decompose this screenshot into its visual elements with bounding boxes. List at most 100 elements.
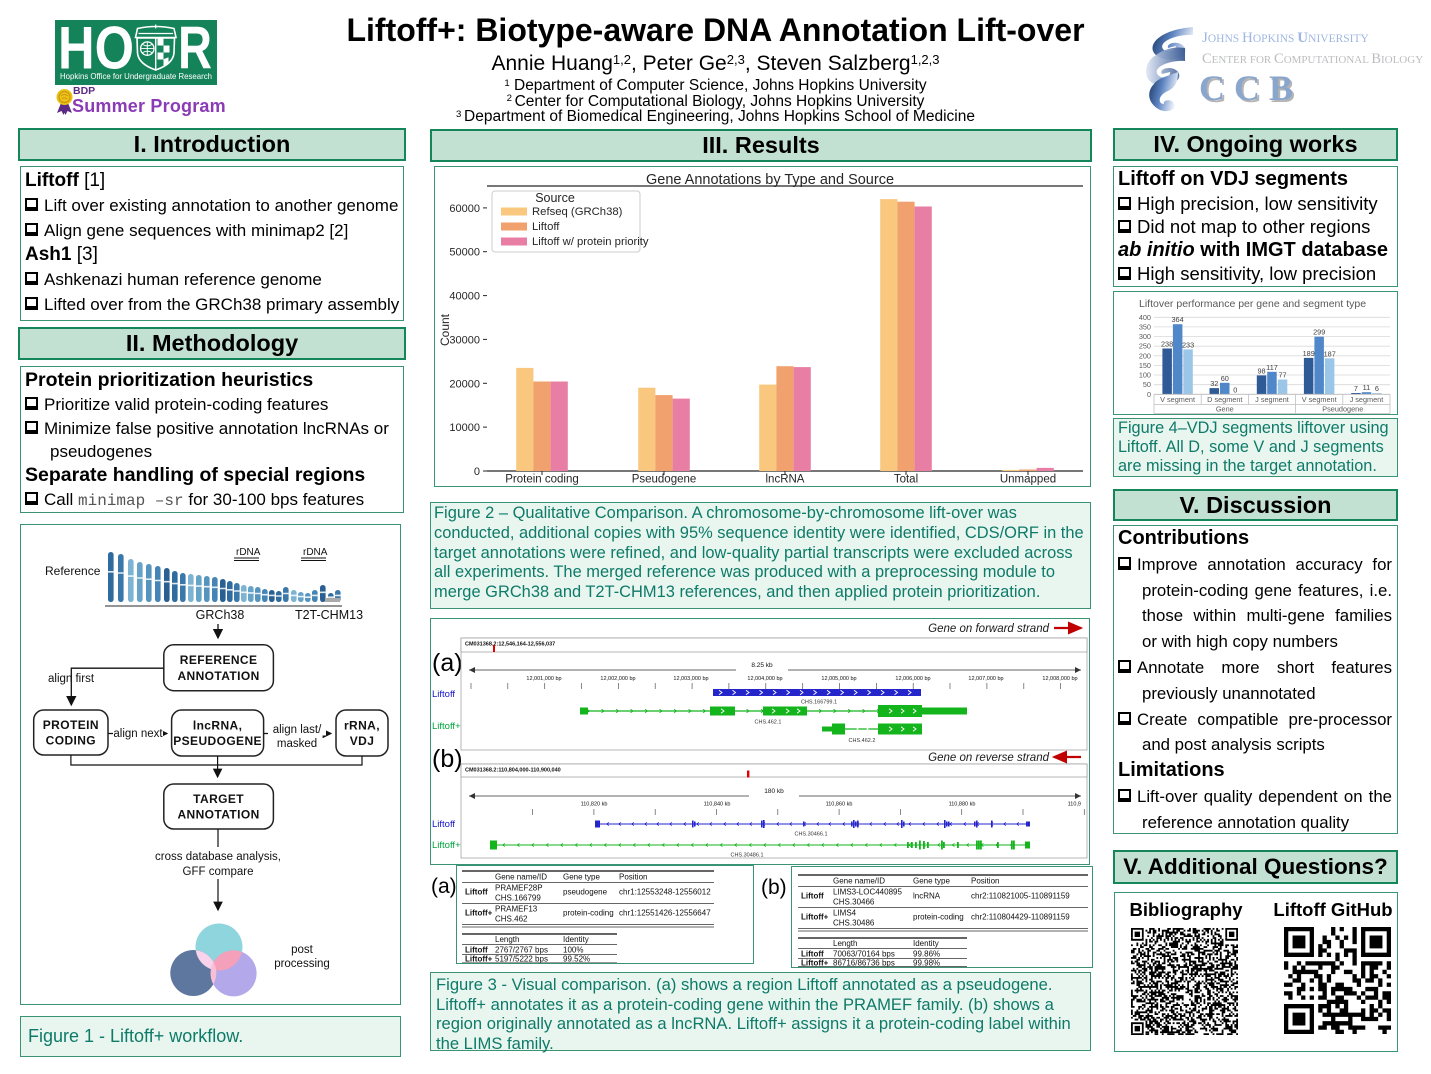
svg-text:CENTER FOR COMPUTATIONAL BIOLO: CENTER FOR COMPUTATIONAL BIOLOGY: [1202, 51, 1423, 67]
svg-text:60000: 60000: [449, 203, 480, 215]
svg-text:98: 98: [1257, 366, 1265, 375]
svg-text:VDJ: VDJ: [350, 734, 375, 748]
svg-text:Gene on forward strand: Gene on forward strand: [928, 623, 1049, 635]
svg-text:CHS.30466: CHS.30466: [833, 898, 875, 907]
svg-text:Unmapped: Unmapped: [1000, 474, 1056, 486]
svg-text:100%: 100%: [563, 946, 583, 955]
svg-text:CHS.462.1: CHS.462.1: [755, 720, 782, 726]
svg-text:pseudogene: pseudogene: [563, 888, 608, 897]
svg-text:Hopkins Office for Undergradua: Hopkins Office for Undergraduate Researc…: [60, 71, 212, 81]
svg-text:2767/2767 bps: 2767/2767 bps: [495, 946, 548, 955]
svg-text:J segment: J segment: [1255, 395, 1289, 404]
svg-text:T2T-CHM13: T2T-CHM13: [295, 608, 363, 622]
svg-text:77: 77: [1278, 371, 1286, 380]
svg-text:150: 150: [1139, 361, 1151, 370]
svg-text:cross database analysis,: cross database analysis,: [155, 851, 281, 863]
svg-text:Identity: Identity: [913, 939, 939, 948]
svg-text:99.52%: 99.52%: [563, 955, 590, 964]
svg-text:Liftoff: Liftoff: [432, 689, 455, 700]
svg-text:110,840 kb: 110,840 kb: [704, 802, 731, 808]
svg-text:110,860 kb: 110,860 kb: [826, 802, 853, 808]
svg-text:LIMS4: LIMS4: [833, 909, 857, 918]
svg-text:12,002,000 bp: 12,002,000 bp: [600, 676, 635, 682]
svg-text:40000: 40000: [449, 291, 480, 303]
svg-text:Liftoff: Liftoff: [465, 888, 488, 897]
svg-text:10000: 10000: [449, 422, 480, 434]
svg-text:12,007,000 bp: 12,007,000 bp: [968, 676, 1003, 682]
svg-text:rDNA: rDNA: [236, 547, 261, 558]
svg-text:PSEUDOGENE: PSEUDOGENE: [173, 734, 262, 748]
svg-text:Count: Count: [438, 313, 452, 346]
svg-text:JOHNS HOPKINS UNIVERSITY: JOHNS HOPKINS UNIVERSITY: [1202, 30, 1370, 46]
svg-text:Gene type: Gene type: [563, 873, 600, 882]
svg-text:110,820 kb: 110,820 kb: [581, 802, 608, 808]
svg-text:233: 233: [1182, 340, 1194, 349]
svg-text:Length: Length: [833, 939, 857, 948]
svg-text:CHS.166799.1: CHS.166799.1: [801, 700, 837, 706]
svg-text:117: 117: [1266, 363, 1278, 372]
svg-text:12,008,000 bp: 12,008,000 bp: [1042, 676, 1077, 682]
svg-text:D segment: D segment: [1207, 395, 1242, 404]
svg-text:CM031368.2:110,804,000-110,900: CM031368.2:110,804,000-110,900,040: [465, 768, 561, 774]
svg-text:lncRNA,: lncRNA,: [193, 719, 242, 733]
svg-text:PROTEIN: PROTEIN: [43, 718, 99, 732]
svg-text:GRCh38: GRCh38: [196, 608, 245, 622]
svg-text:0: 0: [1233, 385, 1237, 394]
svg-text:align next: align next: [113, 728, 163, 740]
svg-text:11: 11: [1363, 383, 1371, 392]
svg-text:189: 189: [1303, 349, 1315, 358]
svg-text:Gene name/ID: Gene name/ID: [833, 877, 885, 886]
svg-text:Liftoff: Liftoff: [465, 946, 488, 955]
svg-text:Reference: Reference: [45, 564, 101, 578]
svg-text:Liftover performance per gene: Liftover performance per gene and segmen…: [1139, 298, 1366, 310]
svg-text:350: 350: [1139, 322, 1151, 331]
svg-text:6: 6: [1375, 384, 1379, 393]
svg-text:Liftoff: Liftoff: [532, 221, 560, 233]
svg-text:Liftoff: Liftoff: [801, 892, 824, 901]
svg-text:99.86%: 99.86%: [913, 950, 940, 959]
svg-text:V segment: V segment: [1302, 395, 1337, 404]
svg-text:HO: HO: [58, 20, 134, 82]
svg-text:70063/70164 bps: 70063/70164 bps: [833, 950, 895, 959]
svg-text:50: 50: [1143, 380, 1151, 389]
svg-text:Pseudogene: Pseudogene: [632, 474, 697, 486]
svg-text:Length: Length: [495, 935, 519, 944]
svg-text:chr1:12551426-12556647: chr1:12551426-12556647: [619, 909, 711, 918]
svg-text:PRAMEF13: PRAMEF13: [495, 905, 538, 914]
svg-text:Protein coding: Protein coding: [505, 474, 579, 486]
svg-text:32: 32: [1210, 379, 1218, 388]
svg-text:post: post: [291, 944, 314, 956]
svg-text:Liftoff+: Liftoff+: [801, 959, 829, 968]
svg-text:Gene name/ID: Gene name/ID: [495, 873, 547, 882]
svg-text:110,880 kb: 110,880 kb: [949, 802, 976, 808]
svg-text:Identity: Identity: [563, 935, 589, 944]
svg-text:CCB: CCB: [1201, 70, 1304, 110]
svg-text:Source: Source: [535, 191, 575, 205]
svg-text:Gene type: Gene type: [913, 877, 950, 886]
svg-text:R: R: [178, 20, 212, 82]
svg-text:CHS.462: CHS.462: [495, 915, 528, 924]
svg-text:ANNOTATION: ANNOTATION: [177, 808, 259, 822]
svg-text:protein-coding: protein-coding: [563, 909, 614, 918]
svg-text:86716/86736 bps: 86716/86736 bps: [833, 959, 895, 968]
svg-text:60: 60: [1221, 374, 1229, 383]
svg-text:GFF compare: GFF compare: [183, 866, 254, 878]
svg-text:lncRNA: lncRNA: [766, 474, 805, 486]
svg-text:Liftoff+: Liftoff+: [465, 955, 493, 964]
svg-text:299: 299: [1313, 328, 1325, 337]
svg-text:masked: masked: [277, 738, 317, 750]
svg-text:250: 250: [1139, 342, 1151, 351]
svg-text:12,004,000 bp: 12,004,000 bp: [747, 676, 782, 682]
svg-text:Liftoff: Liftoff: [801, 950, 824, 959]
svg-text:Position: Position: [619, 873, 647, 882]
svg-text:(a): (a): [432, 649, 463, 677]
svg-text:12,003,000 bp: 12,003,000 bp: [673, 676, 708, 682]
svg-text:12,006,000 bp: 12,006,000 bp: [895, 676, 930, 682]
svg-text:rDNA: rDNA: [303, 547, 328, 558]
svg-text:Liftoff+: Liftoff+: [432, 840, 461, 851]
svg-text:LIMS3-LOC440895: LIMS3-LOC440895: [833, 888, 902, 897]
svg-text:align first: align first: [48, 673, 95, 685]
svg-text:200: 200: [1139, 351, 1151, 360]
svg-text:TARGET: TARGET: [193, 792, 244, 806]
svg-text:50000: 50000: [449, 247, 480, 259]
